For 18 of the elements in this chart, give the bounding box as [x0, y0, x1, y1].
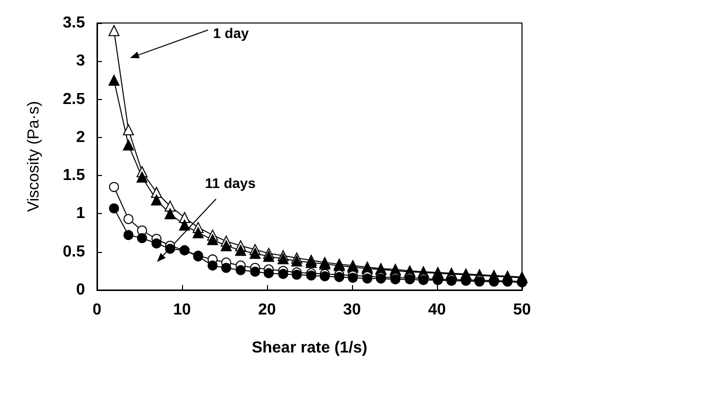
y-tick-label: 3.5 — [62, 14, 86, 32]
annotation: 1 day — [213, 25, 250, 41]
x-tick-label: 40 — [428, 302, 446, 318]
y-tick-label: 2.5 — [62, 90, 86, 108]
y-tick-label: 2 — [76, 128, 86, 146]
y-tick-label: 0.5 — [62, 243, 86, 260]
x-tick-label: 20 — [258, 302, 276, 318]
y-tick-label: 3 — [76, 52, 86, 70]
x-tick-label: 10 — [173, 302, 191, 318]
annotation: 11 days — [205, 175, 256, 191]
y-tick-label: 0 — [76, 282, 86, 298]
y-tick-label: 1 — [76, 205, 86, 222]
x-axis-title: Shear rate (1/s) — [252, 340, 368, 356]
x-tick-label: 50 — [513, 302, 531, 318]
y-tick-label: 1.5 — [62, 167, 86, 184]
x-tick-label: 30 — [343, 302, 361, 318]
y-axis-title: Viscosity (Pa·s) — [26, 101, 42, 212]
x-tick-label: 0 — [92, 302, 102, 318]
